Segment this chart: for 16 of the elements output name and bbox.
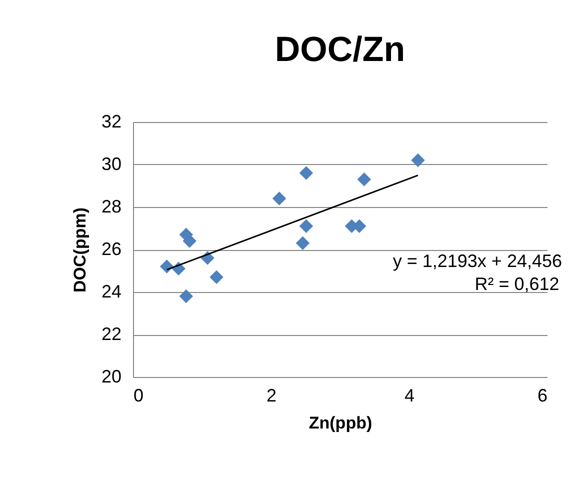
y-tick-label: 22: [101, 324, 122, 344]
x-tick-label: 6: [537, 386, 548, 406]
y-axis-title: DOC(ppm): [70, 208, 90, 292]
chart-title: DOC/Zn: [274, 30, 406, 69]
x-tick-label: 4: [404, 386, 415, 406]
x-axis-title: Zn(ppb): [308, 414, 372, 432]
y-tick-label: 26: [101, 239, 122, 259]
y-tick-label: 20: [101, 366, 122, 386]
y-tick-label: 32: [101, 112, 122, 132]
y-tick-label: 28: [101, 196, 122, 216]
annotation: R² = 0,612: [474, 274, 560, 294]
y-tick-label: 24: [101, 282, 122, 302]
x-tick-label: 2: [266, 386, 277, 406]
y-tick-label: 30: [101, 154, 122, 174]
x-tick-label: 0: [134, 386, 144, 406]
annotation: y = 1,2193x + 24,456: [392, 251, 562, 271]
